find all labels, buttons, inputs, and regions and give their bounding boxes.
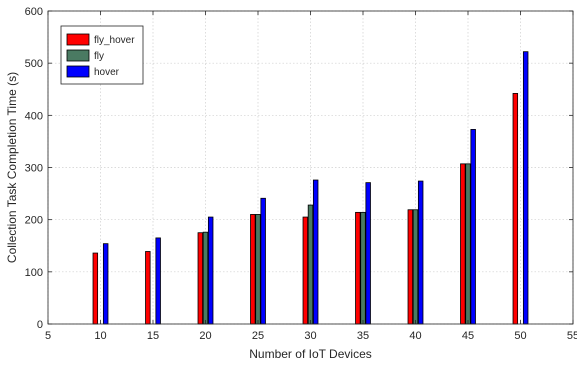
- legend-swatch-hover: [66, 65, 90, 78]
- bar-hover-15: [155, 237, 161, 325]
- y-tick-label: 200: [25, 215, 43, 227]
- bar-fly_hover-45: [460, 163, 466, 325]
- x-tick-label: 45: [462, 330, 474, 342]
- y-tick-label: 0: [37, 319, 43, 331]
- bar-fly_hover-40: [407, 209, 414, 325]
- bar-hover-35: [365, 182, 371, 325]
- bar-fly-45: [465, 163, 471, 325]
- x-tick-label: 25: [252, 330, 264, 342]
- x-tick-label: 35: [357, 330, 369, 342]
- legend-swatch-fly: [66, 49, 90, 62]
- x-tick-label: 50: [514, 330, 526, 342]
- x-tick-label: 15: [147, 330, 159, 342]
- bar-fly_hover-35: [355, 211, 361, 325]
- legend-label-hover: hover: [94, 67, 120, 78]
- x-tick-label: 20: [199, 330, 211, 342]
- y-tick-label: 500: [25, 58, 43, 70]
- x-axis-label: Number of IoT Devices: [249, 347, 372, 361]
- bar-fly-35: [360, 211, 366, 325]
- bar-fly-40: [412, 209, 419, 325]
- legend-label-fly_hover: fly_hover: [94, 35, 135, 46]
- bar-hover-45: [470, 129, 476, 325]
- x-tick-label: 40: [409, 330, 421, 342]
- bar-fly-20: [202, 231, 209, 325]
- y-tick-label: 100: [25, 267, 43, 279]
- bar-hover-40: [417, 180, 424, 325]
- y-tick-label: 400: [25, 110, 43, 122]
- legend-swatch-fly_hover: [66, 33, 90, 46]
- x-tick-label: 30: [304, 330, 316, 342]
- bar-hover-25: [260, 197, 266, 325]
- x-tick-label: 5: [45, 330, 51, 342]
- bar-hover-10: [102, 243, 109, 325]
- bar-fly-30: [307, 204, 314, 325]
- y-tick-label: 600: [25, 6, 43, 18]
- y-tick-label: 300: [25, 163, 43, 175]
- legend-label-fly: fly: [94, 51, 104, 62]
- bar-fly_hover-20: [197, 232, 204, 325]
- axis-ticks: 5 10 15 20 25 30 35 40 45 50 55 0 100 200 300 400 500 600: [25, 6, 577, 342]
- bar-fly_hover-50: [512, 93, 519, 325]
- bar-hover-30: [312, 179, 319, 325]
- x-tick-label: 55: [567, 330, 577, 342]
- bars: [92, 51, 529, 325]
- bar-fly_hover-10: [92, 252, 99, 325]
- bar-fly_hover-25: [250, 214, 256, 325]
- x-tick-label: 10: [94, 330, 106, 342]
- bar-hover-20: [207, 216, 214, 325]
- bar-fly-25: [255, 214, 261, 325]
- bar-hover-50: [522, 51, 529, 325]
- bar-fly_hover-15: [145, 251, 151, 325]
- y-axis-label: Collection Task Completion Time (s): [5, 72, 19, 263]
- bar-fly_hover-30: [302, 216, 309, 325]
